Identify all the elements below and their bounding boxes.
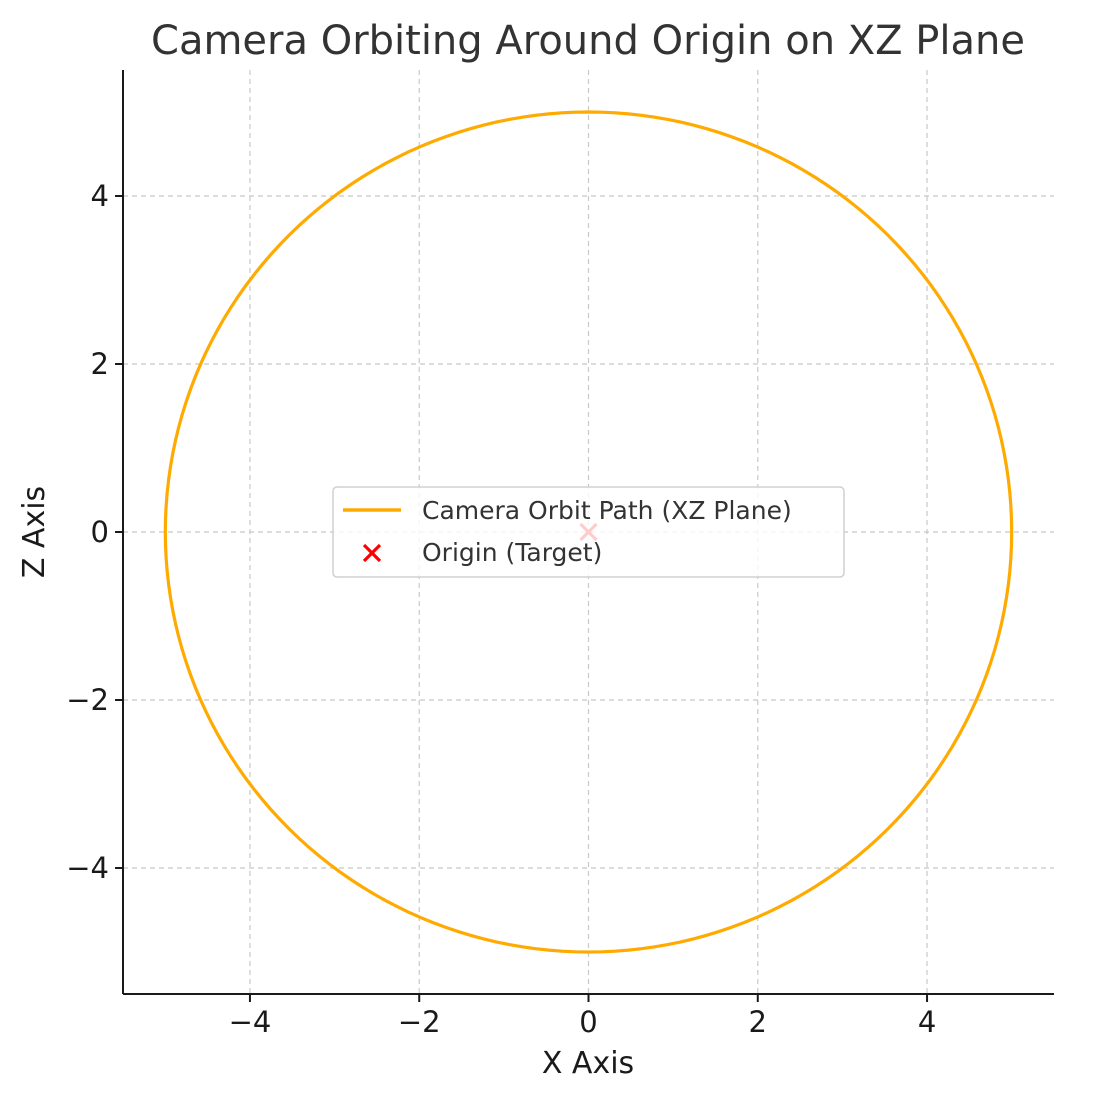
y-tick-label: 2 bbox=[91, 347, 109, 381]
legend-box bbox=[332, 486, 845, 578]
legend-entry-orbit-path: Camera Orbit Path (XZ Plane) bbox=[422, 496, 792, 525]
legend: Camera Orbit Path (XZ Plane) Origin (Tar… bbox=[332, 486, 845, 578]
y-tick-label: −2 bbox=[66, 683, 109, 717]
x-tick-label: 2 bbox=[749, 1005, 767, 1039]
legend-x-marker-icon bbox=[362, 543, 382, 563]
y-tick-label: 4 bbox=[91, 179, 109, 213]
x-axis-label: X Axis bbox=[542, 1046, 634, 1081]
chart-title: Camera Orbiting Around Origin on XZ Plan… bbox=[151, 18, 1025, 64]
orbit-path-line bbox=[163, 110, 1014, 954]
y-tick-label: 0 bbox=[91, 515, 109, 549]
y-axis-label: Z Axis bbox=[17, 486, 52, 578]
grid bbox=[123, 70, 1054, 994]
legend-entry-origin: Origin (Target) bbox=[422, 538, 602, 567]
y-tick-label: −4 bbox=[66, 851, 109, 885]
x-tick-label: 4 bbox=[918, 1005, 936, 1039]
x-tick-label: 0 bbox=[579, 1005, 597, 1039]
x-tick-label: −4 bbox=[229, 1005, 272, 1039]
x-tick-label: −2 bbox=[398, 1005, 441, 1039]
tick-labels: −4 −2 0 2 4 −4 −2 0 2 4 bbox=[66, 179, 936, 1039]
